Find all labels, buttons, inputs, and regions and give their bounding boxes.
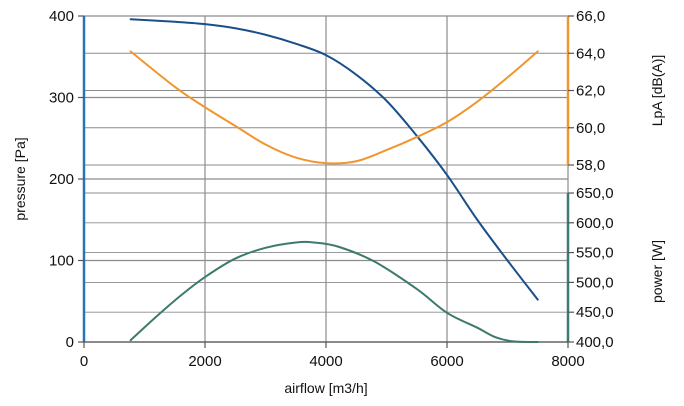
- pressure-tick-label: 0: [66, 334, 74, 351]
- sound-axis-title: LpA [dB(A)]: [649, 55, 665, 127]
- sound-tick-label: 60,0: [576, 120, 605, 137]
- power-tick-label: 550,0: [576, 245, 614, 262]
- axis-layer: [78, 15, 574, 348]
- sound-tick-label: 64,0: [576, 45, 605, 62]
- pressure-curve: [129, 18, 539, 301]
- pressure-tick-label: 400: [49, 8, 74, 25]
- power-tick-label: 600,0: [576, 215, 614, 232]
- label-layer: 0 2000 4000 6000 8000 0 100 200 300 400 58,0 60,0 62…: [12, 8, 665, 396]
- x-tick-label: 2000: [188, 353, 221, 370]
- power-tick-label: 400,0: [576, 334, 614, 351]
- sound-tick-label: 66,0: [576, 8, 605, 25]
- pressure-tick-label: 300: [49, 90, 74, 107]
- power-curve: [129, 240, 539, 343]
- power-axis-title: power [W]: [649, 240, 665, 303]
- power-tick-label: 650,0: [576, 185, 614, 202]
- power-tick-label: 450,0: [576, 304, 614, 321]
- x-tick-label: 4000: [309, 353, 342, 370]
- grid-layer: [84, 15, 569, 343]
- pressure-tick-label: 200: [49, 171, 74, 188]
- sound-tick-label: 58,0: [576, 157, 605, 174]
- x-axis-title: airflow [m3/h]: [284, 380, 367, 396]
- pressure-axis-title: pressure [Pa]: [12, 137, 28, 220]
- x-tick-label: 8000: [551, 353, 584, 370]
- series-layer: [129, 18, 539, 343]
- x-tick-label: 0: [80, 353, 88, 370]
- sound-tick-label: 62,0: [576, 83, 605, 100]
- sound-curve: [129, 50, 539, 165]
- pressure-tick-label: 100: [49, 253, 74, 270]
- power-tick-label: 500,0: [576, 274, 614, 291]
- x-tick-label: 6000: [430, 353, 463, 370]
